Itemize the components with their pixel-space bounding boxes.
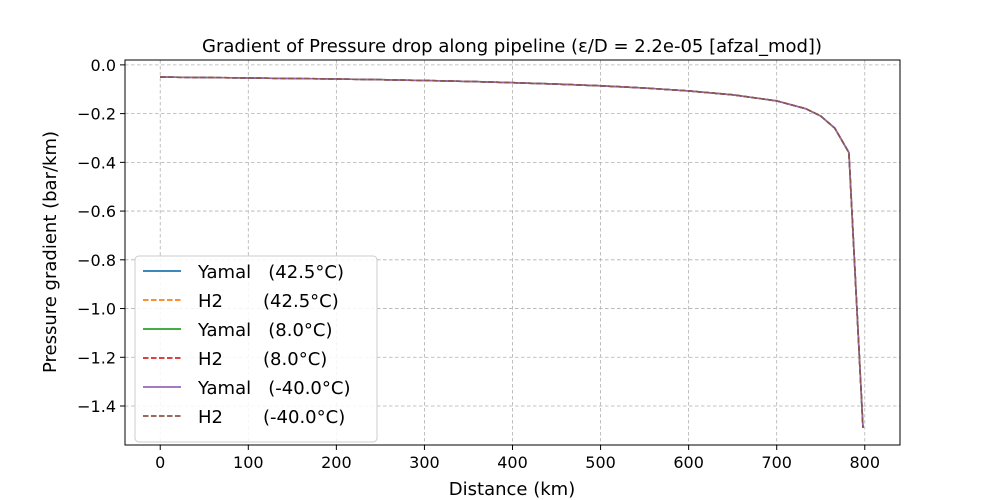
- x-axis-ticks: 0 100 200 300 400 500 600 700 800: [155, 445, 880, 472]
- y-tick-label: −0.4: [77, 153, 116, 172]
- legend-label: Yamal (8.0°C): [197, 320, 333, 341]
- legend-label: Yamal (-40.0°C): [197, 378, 350, 399]
- y-tick-label: −0.6: [77, 202, 116, 221]
- chart-title: Gradient of Pressure drop along pipeline…: [202, 36, 822, 57]
- y-tick-label: −0.8: [77, 251, 116, 270]
- x-tick-label: 300: [409, 453, 440, 472]
- y-tick-label: −1.0: [77, 300, 116, 319]
- legend-label: H2 (8.0°C): [198, 349, 327, 370]
- x-tick-label: 0: [155, 453, 165, 472]
- y-tick-label: −0.2: [77, 105, 116, 124]
- series-lines: [160, 76, 864, 428]
- x-tick-label: 200: [321, 453, 352, 472]
- y-axis-ticks: 0.0 −0.2 −0.4 −0.6 −0.8 −1.0 −1.2 −1.4: [77, 56, 125, 416]
- x-axis-label: Distance (km): [449, 479, 575, 500]
- x-tick-label: 400: [497, 453, 528, 472]
- y-tick-label: −1.2: [77, 348, 116, 367]
- x-tick-label: 700: [761, 453, 792, 472]
- y-axis-label: Pressure gradient (bar/km): [40, 131, 61, 373]
- x-tick-label: 500: [585, 453, 616, 472]
- y-tick-label: 0.0: [91, 56, 116, 75]
- x-tick-label: 100: [233, 453, 264, 472]
- legend-label: Yamal (42.5°C): [197, 262, 344, 283]
- legend-box: [134, 255, 378, 443]
- legend: Yamal (42.5°C) H2 (42.5°C) Yamal (8.0°C) H2…: [134, 255, 378, 443]
- x-tick-label: 800: [849, 453, 880, 472]
- x-tick-label: 600: [673, 453, 704, 472]
- legend-label: H2 (-40.0°C): [198, 407, 345, 428]
- legend-label: H2 (42.5°C): [198, 291, 339, 312]
- y-tick-label: −1.4: [77, 397, 116, 416]
- series-line-6: [160, 76, 864, 428]
